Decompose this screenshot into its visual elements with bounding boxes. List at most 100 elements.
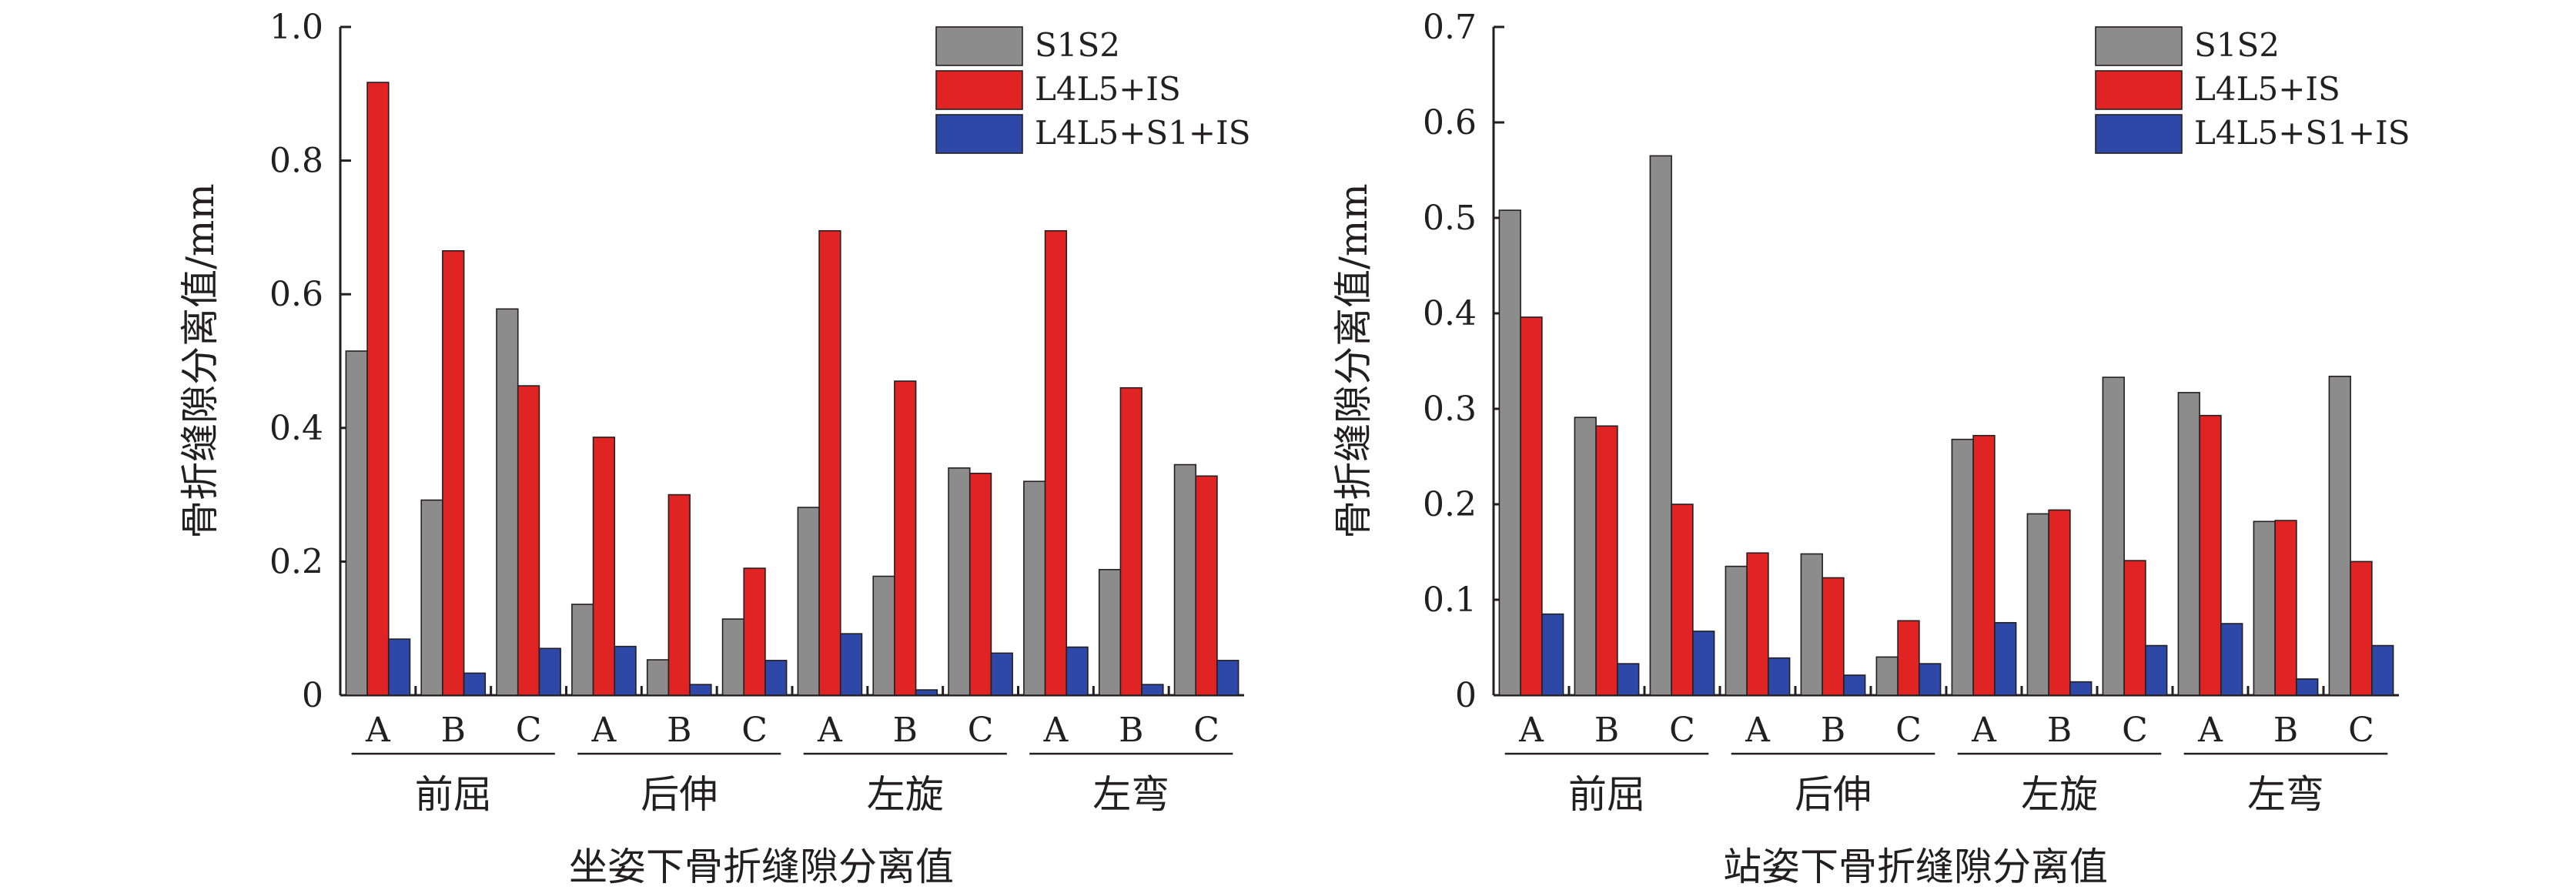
bar-s1s2 [2026, 513, 2049, 696]
x-axis-title: 站姿下骨折缝隙分离值 [1723, 845, 2108, 889]
bar-l4l5-is [2048, 509, 2071, 696]
bar-l4l5-is [818, 229, 841, 696]
category-label: A [817, 711, 843, 750]
bar-l4l5-is [894, 380, 917, 696]
bar-l4l5-is [1897, 620, 1920, 696]
bar-l4l5-s1-is [463, 672, 487, 696]
bar-s1s2 [2253, 520, 2276, 696]
bar-l4l5-is [517, 385, 540, 696]
legend-label: S1S2 [2194, 26, 2280, 64]
category-label: C [2122, 711, 2148, 750]
bar-l4l5-is [1671, 504, 1694, 696]
bar-s1s2 [872, 575, 895, 696]
category-label: C [2348, 711, 2374, 750]
legend-swatch [935, 70, 1023, 110]
category-label: B [1821, 711, 1845, 750]
bar-l4l5-is [1972, 434, 1996, 696]
bar-l4l5-is [1746, 552, 1769, 696]
bar-s1s2 [1498, 209, 1521, 696]
bar-s1s2 [2177, 392, 2200, 696]
bar-l4l5-s1-is [1692, 631, 1715, 696]
chart-panel-2: 0 0.1 0.2 0.3 0.4 0.5 0.6 0.7 骨折缝隙分离值/mm A B C A B C A B… [1331, 8, 2410, 889]
category-label: A [1971, 711, 1997, 750]
legend-label: L4L5+IS [2194, 70, 2340, 108]
bar-s1s2 [1951, 438, 1974, 696]
y-axis-label: 骨折缝隙分离值/mm [1331, 183, 1376, 539]
category-label: B [1119, 711, 1143, 750]
bar-l4l5-s1-is [538, 647, 561, 696]
legend-label: L4L5+S1+IS [1035, 114, 1250, 152]
bar-l4l5-s1-is [387, 638, 411, 696]
legend-label: L4L5+S1+IS [2194, 114, 2410, 152]
bar-s1s2 [948, 467, 971, 696]
bar-s1s2 [345, 350, 368, 696]
bar-l4l5-s1-is [2296, 678, 2319, 696]
y-tick-label: 0.6 [1423, 103, 1477, 142]
bar-s1s2 [1098, 569, 1122, 696]
category-label: A [591, 711, 617, 750]
x-axis-title: 坐姿下骨折缝隙分离值 [569, 845, 954, 889]
bar-l4l5-is [2274, 520, 2297, 696]
y-tick-label: 0.3 [1423, 390, 1477, 429]
y-axis-label: 骨折缝隙分离值/mm [178, 183, 222, 539]
bar-s1s2 [420, 499, 443, 696]
chart-panel-1: 0 0.2 0.4 0.6 0.8 1.0 骨折缝隙分离值/mm A B C A B C A B C A B C 前屈… [178, 8, 1250, 889]
bar-l4l5-s1-is [2371, 644, 2394, 696]
bar-l4l5-s1-is [689, 684, 712, 696]
category-label: C [1895, 711, 1922, 750]
group-label: 后伸 [1795, 772, 1872, 817]
group-label: 后伸 [641, 772, 718, 817]
bar-l4l5-s1-is [1617, 663, 1640, 696]
bar-l4l5-is [2123, 560, 2146, 696]
bar-l4l5-is [1822, 577, 1845, 696]
bar-l4l5-is [442, 249, 465, 696]
bar-l4l5-s1-is [764, 660, 788, 696]
category-label: B [893, 711, 918, 750]
legend-swatch [2095, 70, 2183, 110]
bar-s1s2 [1800, 553, 1823, 696]
bar-l4l5-is [1520, 316, 1543, 696]
y-tick-label: 0.2 [1423, 485, 1477, 524]
category-label: A [365, 711, 391, 750]
legend-swatch [935, 26, 1023, 66]
legend-swatch [2095, 114, 2183, 154]
bar-l4l5-is [1044, 229, 1068, 696]
y-tick-label: 0 [1455, 676, 1477, 715]
y-tick-label: 0 [302, 676, 323, 715]
bar-l4l5-s1-is [1843, 674, 1866, 696]
group-label: 左旋 [867, 772, 944, 817]
category-label: C [1193, 711, 1219, 750]
legend-swatch [2095, 26, 2183, 66]
bar-l4l5-is [969, 473, 992, 696]
bar-l4l5-s1-is [915, 689, 938, 696]
category-label: A [2197, 711, 2223, 750]
category-label: B [2273, 711, 2298, 750]
y-tick-label: 0.1 [1423, 581, 1477, 620]
bar-s1s2 [646, 659, 670, 696]
legend-swatch [935, 114, 1023, 154]
bar-s1s2 [496, 308, 519, 696]
bar-l4l5-is [2350, 560, 2373, 696]
bar-l4l5-is [2199, 414, 2222, 696]
category-label: A [1043, 711, 1069, 750]
bar-s1s2 [797, 507, 820, 696]
bar-l4l5-s1-is [1768, 657, 1791, 696]
y-tick-label: 0.4 [269, 409, 323, 448]
legend-label: S1S2 [1035, 26, 1120, 64]
category-label: C [516, 711, 542, 750]
category-label: C [1669, 711, 1695, 750]
category-label: B [2047, 711, 2072, 750]
bar-l4l5-s1-is [2220, 623, 2243, 696]
bar-l4l5-s1-is [614, 645, 637, 696]
bar-s1s2 [721, 618, 745, 696]
bar-l4l5-is [592, 437, 616, 696]
bar-l4l5-is [1195, 475, 1218, 696]
category-label: C [741, 711, 768, 750]
y-tick-label: 1.0 [269, 8, 323, 47]
bar-l4l5-is [1119, 386, 1142, 696]
bar-s1s2 [2328, 376, 2351, 696]
bar-l4l5-s1-is [1919, 663, 1942, 696]
group-label: 左弯 [2247, 772, 2324, 817]
category-label: C [968, 711, 994, 750]
